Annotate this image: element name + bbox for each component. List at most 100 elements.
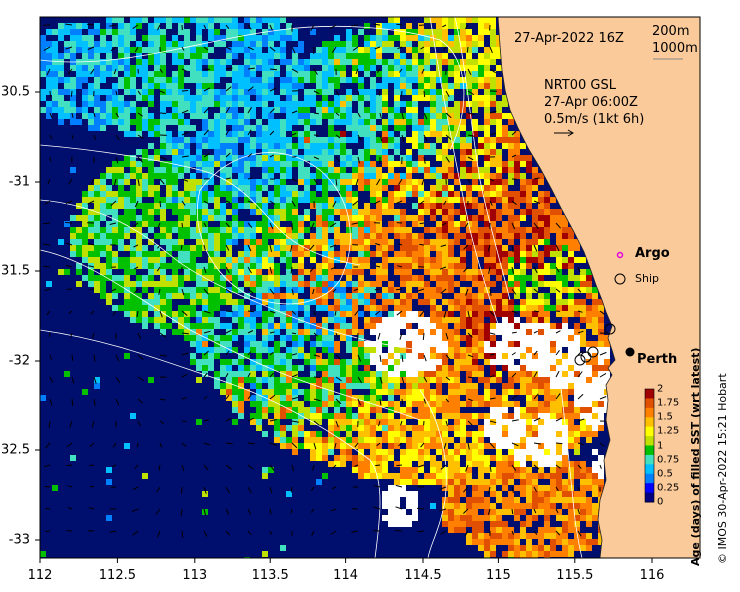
sst-cell bbox=[406, 305, 412, 311]
sst-cell bbox=[136, 305, 142, 311]
sst-cell bbox=[196, 335, 202, 341]
sst-cell bbox=[328, 197, 334, 203]
sst-cell bbox=[238, 329, 244, 335]
sst-cell bbox=[418, 77, 424, 83]
sst-cell bbox=[538, 533, 544, 539]
sst-cell bbox=[538, 209, 544, 215]
sst-cell bbox=[286, 113, 292, 119]
sst-cell bbox=[472, 299, 478, 305]
sst-cell bbox=[550, 245, 556, 251]
sst-cell bbox=[460, 137, 466, 143]
sst-cell bbox=[394, 479, 400, 485]
sst-cell bbox=[130, 173, 136, 179]
sst-cell bbox=[442, 71, 448, 77]
sst-cell bbox=[268, 293, 274, 299]
sst-cell bbox=[508, 299, 514, 305]
sst-cell bbox=[472, 371, 478, 377]
sst-cell bbox=[538, 467, 544, 473]
sst-cell bbox=[274, 23, 280, 29]
sst-cell bbox=[538, 179, 544, 185]
sst-cell bbox=[526, 287, 532, 293]
sst-cell bbox=[520, 533, 526, 539]
sst-cell bbox=[310, 131, 316, 137]
sst-cell bbox=[472, 527, 478, 533]
sst-cell bbox=[82, 275, 88, 281]
sst-cell bbox=[496, 455, 502, 461]
sst-cell bbox=[448, 515, 454, 521]
sst-cell bbox=[358, 275, 364, 281]
sst-cell bbox=[586, 467, 592, 473]
sst-cell bbox=[172, 317, 178, 323]
sst-cell bbox=[166, 191, 172, 197]
sst-cell bbox=[178, 113, 184, 119]
sst-cell bbox=[244, 173, 250, 179]
sst-cell bbox=[196, 155, 202, 161]
sst-cell bbox=[142, 71, 148, 77]
sst-cell bbox=[256, 425, 262, 431]
sst-cell bbox=[496, 263, 502, 269]
sst-cell bbox=[520, 311, 526, 317]
sst-cell bbox=[100, 281, 106, 287]
sst-cell bbox=[394, 35, 400, 41]
sst-cell bbox=[88, 59, 94, 65]
sst-cell bbox=[196, 419, 202, 425]
sst-cell bbox=[160, 71, 166, 77]
sst-cell bbox=[184, 251, 190, 257]
sst-cell bbox=[340, 311, 346, 317]
sst-cell bbox=[268, 209, 274, 215]
sst-cell bbox=[112, 161, 118, 167]
sst-cell bbox=[430, 473, 436, 479]
sst-cell bbox=[376, 449, 382, 455]
sst-cell bbox=[484, 239, 490, 245]
sst-cell bbox=[256, 77, 262, 83]
sst-cell bbox=[280, 203, 286, 209]
sst-cell bbox=[490, 365, 496, 371]
sst-cell bbox=[256, 185, 262, 191]
sst-cell bbox=[538, 293, 544, 299]
sst-cell bbox=[424, 107, 430, 113]
sst-cell bbox=[562, 539, 568, 545]
sst-cell bbox=[334, 317, 340, 323]
sst-cell bbox=[550, 365, 556, 371]
missing-data-cell bbox=[502, 323, 508, 329]
sst-cell bbox=[280, 101, 286, 107]
sst-cell bbox=[466, 137, 472, 143]
sst-cell bbox=[82, 251, 88, 257]
sst-cell bbox=[544, 209, 550, 215]
sst-cell bbox=[136, 311, 142, 317]
sst-cell bbox=[376, 233, 382, 239]
sst-cell bbox=[124, 179, 130, 185]
sst-cell bbox=[232, 329, 238, 335]
sst-cell bbox=[508, 371, 514, 377]
sst-cell bbox=[334, 233, 340, 239]
sst-cell bbox=[370, 131, 376, 137]
sst-cell bbox=[358, 185, 364, 191]
sst-cell bbox=[202, 173, 208, 179]
sst-cell bbox=[94, 179, 100, 185]
sst-cell bbox=[340, 173, 346, 179]
sst-cell bbox=[160, 161, 166, 167]
sst-cell bbox=[370, 317, 376, 323]
sst-cell bbox=[208, 353, 214, 359]
sst-cell bbox=[292, 149, 298, 155]
sst-cell bbox=[442, 203, 448, 209]
sst-cell bbox=[568, 473, 574, 479]
sst-cell bbox=[256, 305, 262, 311]
sst-cell bbox=[484, 197, 490, 203]
sst-cell bbox=[430, 209, 436, 215]
sst-cell bbox=[142, 89, 148, 95]
sst-cell bbox=[370, 167, 376, 173]
sst-cell bbox=[160, 311, 166, 317]
missing-data-cell bbox=[544, 347, 550, 353]
sst-cell bbox=[310, 251, 316, 257]
sst-cell bbox=[316, 101, 322, 107]
sst-cell bbox=[292, 89, 298, 95]
sst-cell bbox=[526, 539, 532, 545]
sst-cell bbox=[76, 263, 82, 269]
sst-cell bbox=[250, 257, 256, 263]
sst-cell bbox=[556, 257, 562, 263]
sst-cell bbox=[406, 119, 412, 125]
sst-cell bbox=[418, 47, 424, 53]
sst-cell bbox=[304, 137, 310, 143]
sst-cell bbox=[550, 533, 556, 539]
